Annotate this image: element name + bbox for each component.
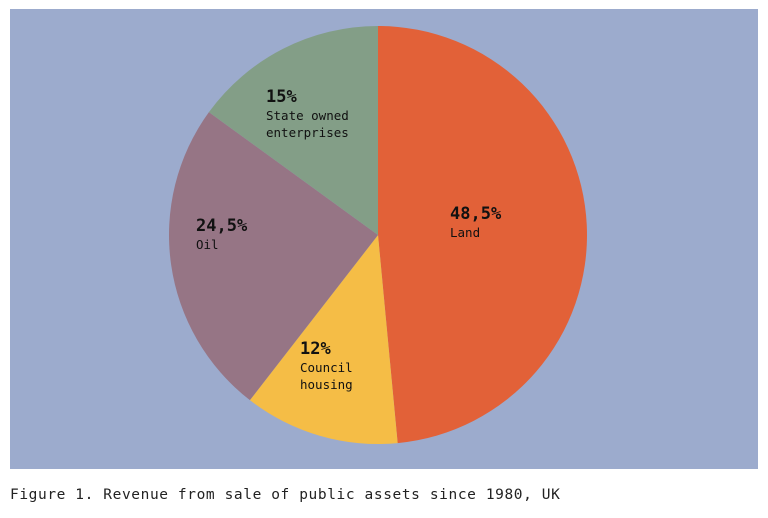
slice-category-label: Oil (196, 237, 219, 252)
pie-slice-4 (208, 26, 378, 235)
slice-category-label: enterprises (266, 125, 349, 140)
pie-slice-1 (378, 26, 587, 444)
slice-percent-label: 15% (266, 87, 297, 107)
slice-category-label: Council (300, 360, 353, 375)
pie-slice-2 (249, 235, 398, 444)
slice-percent-label: 12% (300, 339, 331, 359)
slice-category-label: housing (300, 377, 353, 392)
pie-chart: 48,5%Land 12%Council housing 24,5%Oil 15%Sta… (169, 26, 587, 444)
pie-slice-3 (169, 112, 378, 401)
slice-percent-label: 48,5% (450, 204, 502, 224)
figure-caption: Figure 1. Revenue from sale of public as… (10, 487, 561, 503)
slice-category-label: Land (450, 225, 480, 240)
chart-panel: 48,5% Land 12% Council housing 24,5% Oil 15% Sta… (10, 9, 758, 469)
slice-percent-label: 24,5% (196, 216, 248, 236)
slice-category-label: State owned (266, 108, 349, 123)
